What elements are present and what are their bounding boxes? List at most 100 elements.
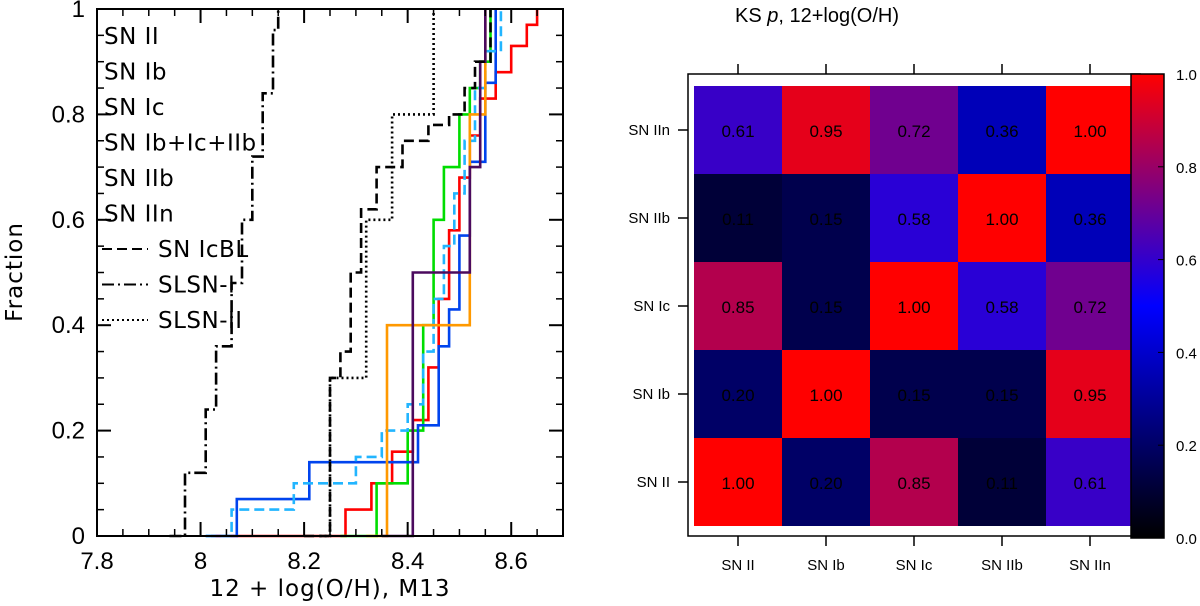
cdf-series-line [319,9,435,538]
heatmap-cell [694,262,782,350]
y-tick-label: 1 [72,0,85,23]
heatmap-cell-label: 0.61 [721,122,754,141]
colorbar-tick-label: 1.0 [1176,67,1197,84]
heatmap-cell [1046,86,1134,174]
heatmap-cell-label: 1.00 [721,474,754,493]
heatmap-cells: 1.00 0.20 0.85 0.11 0.61 0.20 1.00 0.15 0.15 0.95… [694,86,1134,526]
heatmap-y-label: SN IIn [628,122,670,139]
colorbar-tick-label: 0.8 [1176,160,1197,177]
heatmap-x-label: SN IIn [1069,557,1111,574]
heatmap-cell-label: 0.11 [986,474,1018,493]
heatmap-cell [782,86,870,174]
legend: SN II SN Ib SN Ic SN Ib+Ic+IIb SN IIb SN IIn S… [102,24,257,334]
heatmap-x-label: SN Ic [896,557,933,574]
cdf-series-line [205,9,497,538]
legend-entry-label: SN IIb [104,166,174,192]
heatmap-cell-label: 0.15 [985,386,1018,405]
heatmap-cell [1046,438,1134,526]
heatmap-title-italic: p [766,5,778,27]
x-tick-label: 8.2 [287,548,320,575]
legend-entry-label: SN Ic [104,95,165,121]
heatmap-cell-label: 0.15 [809,210,842,229]
x-axis-title: 12 + log(O/H), M13 [209,576,450,602]
heatmap-y-label: SN II [637,474,670,491]
heatmap-cell [958,438,1046,526]
heatmap-cell [870,86,958,174]
cdf-series-line [304,9,492,538]
heatmap-cell-label: 0.15 [897,386,930,405]
heatmap-cell-label: 0.72 [897,122,930,141]
heatmap-cell-label: 0.72 [1073,298,1106,317]
heatmap-cell [870,438,958,526]
heatmap-y-label: SN Ic [633,298,670,315]
heatmap-cell-label: 0.20 [809,474,842,493]
heatmap-y-label: SN Ib [632,386,670,403]
heatmap-cell-label: 1.00 [897,298,930,317]
heatmap-y-label: SN IIb [628,210,670,227]
y-tick-label: 0.4 [52,312,85,339]
heatmap-cell-label: 0.58 [985,298,1018,317]
heatmap-title: KS p, 12+log(O/H) [735,5,899,27]
legend-entry-label: SN IIn [104,202,174,228]
heatmap-cell-label: 0.15 [809,298,842,317]
heatmap-cell-label: 0.58 [897,210,930,229]
heatmap-cell [782,262,870,350]
heatmap-cell-label: 1.00 [985,210,1018,229]
cdf-series-line [205,9,503,538]
y-tick-label: 0.8 [52,101,85,128]
x-tick-label: 8.6 [495,548,528,575]
heatmap-cell-label: 0.61 [1073,474,1106,493]
heatmap-x-label: SN Ib [807,557,845,574]
heatmap-cell [1046,174,1134,262]
heatmap-x-label: SN II [721,557,754,574]
heatmap-cell [1046,262,1134,350]
y-tick-label: 0 [72,523,85,550]
colorbar-tick-label: 0.4 [1176,345,1197,362]
x-tick-label: 8 [194,548,207,575]
legend-entry-label: SN Ib [104,60,167,86]
colorbar [1130,73,1165,539]
y-tick-label: 0.6 [52,207,85,234]
heatmap-cell [694,350,782,438]
cdf-series-line [169,9,280,538]
heatmap-title-suffix: , 12+log(O/H) [778,5,899,27]
heatmap-cell-label: 1.00 [1073,122,1106,141]
heatmap-cell [958,86,1046,174]
y-axis-title: Fraction [2,222,28,322]
ks-heatmap-chart: KS p, 12+log(O/H) 1.00 0.20 0.85 0.11 0.61 0.2… [628,5,1197,574]
heatmap-cell [958,262,1046,350]
heatmap-cell-label: 0.85 [721,298,754,317]
heatmap-cell-label: 0.95 [809,122,842,141]
heatmap-cell [958,174,1046,262]
legend-entry-label: SLSN-I [158,273,235,299]
heatmap-cell [782,438,870,526]
heatmap-cell [870,174,958,262]
heatmap-title-prefix: KS [735,5,767,27]
heatmap-cell-label: 0.85 [897,474,930,493]
heatmap-cell [694,438,782,526]
heatmap-cell-label: 0.20 [721,386,754,405]
colorbar-tick-label: 0.0 [1176,531,1197,548]
heatmap-cell-label: 0.11 [722,210,754,229]
legend-entry-label: SN IcBL [158,237,249,263]
legend-entry-label: SN II [104,24,159,50]
x-tick-label: 8.4 [391,548,424,575]
heatmap-cell [694,174,782,262]
colorbar-tick-label: 0.2 [1176,438,1197,455]
heatmap-cell [1046,350,1134,438]
legend-entry-label: SN Ib+Ic+IIb [104,131,257,157]
heatmap-cell-label: 0.36 [985,122,1018,141]
heatmap-cell-label: 1.00 [809,386,842,405]
heatmap-cell-label: 0.95 [1073,386,1106,405]
heatmap-cell [870,262,958,350]
heatmap-cell [958,350,1046,438]
legend-entry-label: SLSN-II [158,308,243,334]
y-tick-label: 0.2 [52,418,85,445]
colorbar-tick-label: 0.6 [1176,253,1197,270]
heatmap-cell [694,86,782,174]
x-tick-label: 7.8 [80,548,113,575]
heatmap-cell [870,350,958,438]
heatmap-x-label: SN IIb [981,557,1023,574]
heatmap-cell-label: 0.36 [1073,210,1106,229]
